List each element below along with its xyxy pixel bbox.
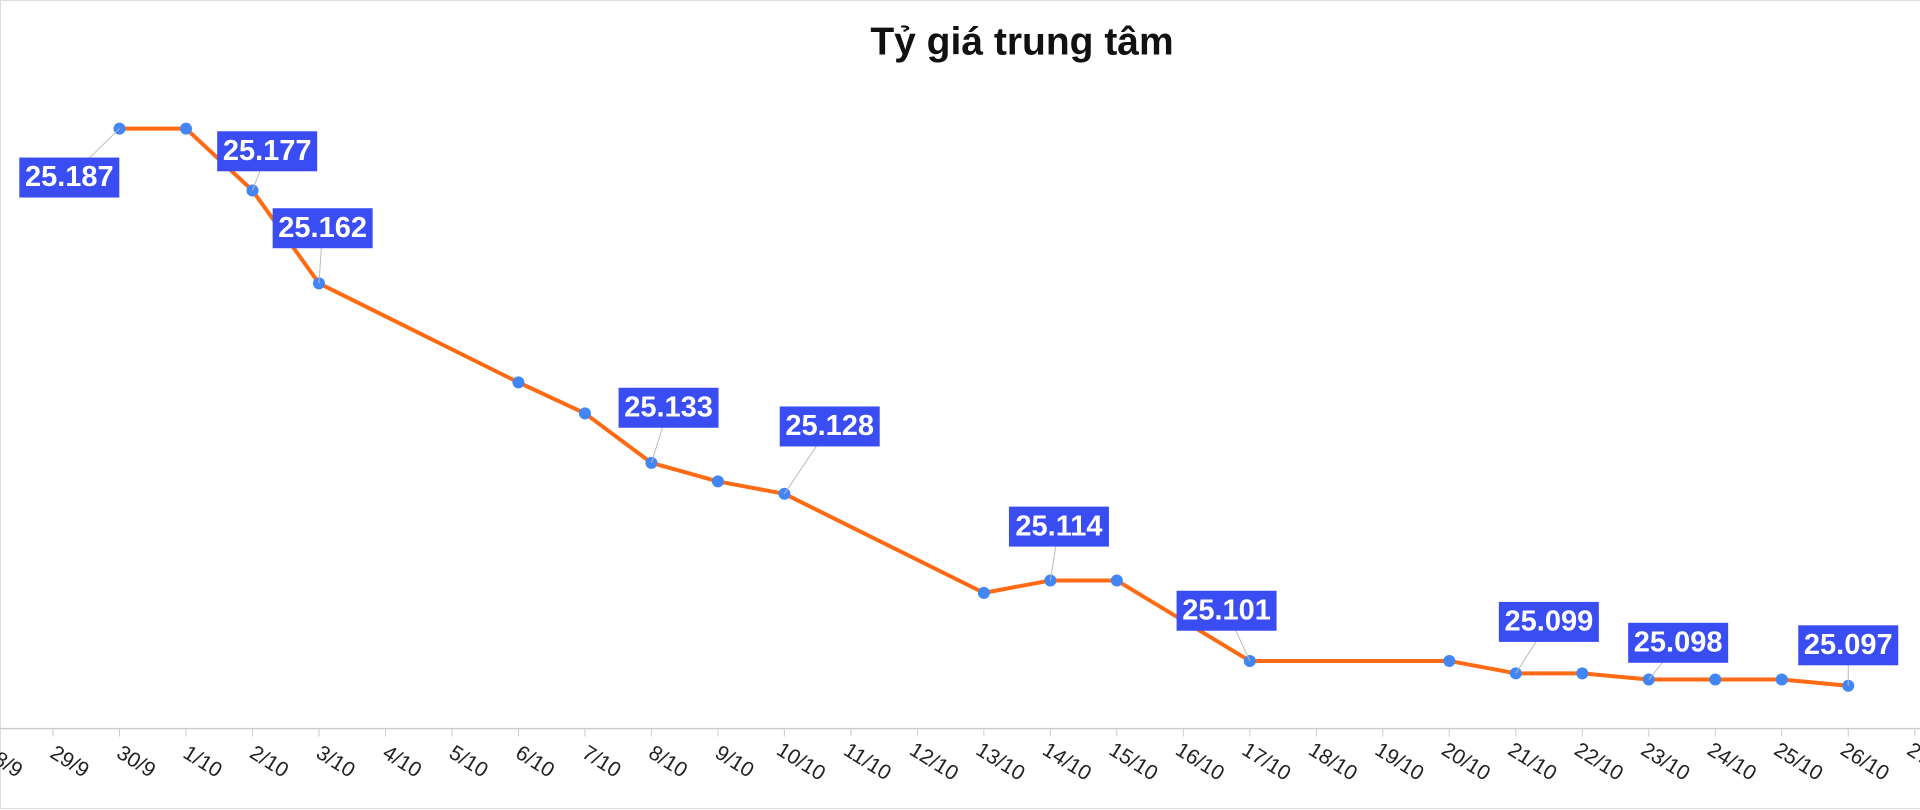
data-label: 25.187 bbox=[19, 157, 120, 198]
data-label: 25.177 bbox=[217, 131, 318, 172]
data-label-box bbox=[618, 387, 719, 428]
chart-title: Tỷ giá trung tâm bbox=[870, 20, 1173, 63]
data-label: 25.133 bbox=[618, 387, 719, 428]
data-label-text: 25.162 bbox=[278, 212, 367, 244]
point bbox=[1110, 574, 1123, 587]
data-label-box bbox=[1798, 625, 1899, 666]
data-label: 25.098 bbox=[1628, 622, 1729, 663]
data-label: 25.097 bbox=[1798, 625, 1899, 666]
point bbox=[512, 376, 525, 389]
data-label-text: 25.099 bbox=[1505, 606, 1594, 638]
data-label-box bbox=[217, 131, 318, 172]
data-label: 25.099 bbox=[1498, 601, 1599, 642]
point bbox=[1709, 673, 1722, 686]
data-label-box bbox=[1008, 506, 1109, 547]
data-label-box bbox=[1176, 590, 1277, 631]
data-label-text: 25.177 bbox=[223, 135, 312, 167]
point bbox=[711, 475, 724, 488]
data-label: 25.114 bbox=[1008, 506, 1109, 547]
point bbox=[977, 586, 990, 599]
data-label-text: 25.114 bbox=[1015, 510, 1102, 542]
data-label-text: 25.101 bbox=[1182, 594, 1271, 626]
data-label-box bbox=[779, 406, 880, 447]
data-label-text: 25.187 bbox=[25, 161, 114, 193]
point bbox=[578, 407, 591, 420]
data-label-text: 25.097 bbox=[1804, 629, 1893, 661]
data-label-box bbox=[272, 208, 373, 249]
data-label: 25.128 bbox=[779, 406, 880, 447]
data-label-text: 25.133 bbox=[624, 391, 713, 423]
point bbox=[180, 122, 192, 135]
data-label-text: 25.128 bbox=[785, 410, 874, 442]
data-label: 25.162 bbox=[272, 208, 373, 249]
point bbox=[1576, 667, 1589, 680]
data-label-text: 25.098 bbox=[1634, 626, 1723, 658]
point bbox=[1443, 654, 1456, 667]
data-label-box bbox=[1498, 601, 1599, 642]
data-label-box bbox=[19, 157, 120, 198]
data-label-box bbox=[1628, 622, 1729, 663]
point bbox=[1775, 673, 1788, 686]
data-label: 25.101 bbox=[1176, 590, 1277, 631]
line bbox=[119, 126, 1849, 688]
